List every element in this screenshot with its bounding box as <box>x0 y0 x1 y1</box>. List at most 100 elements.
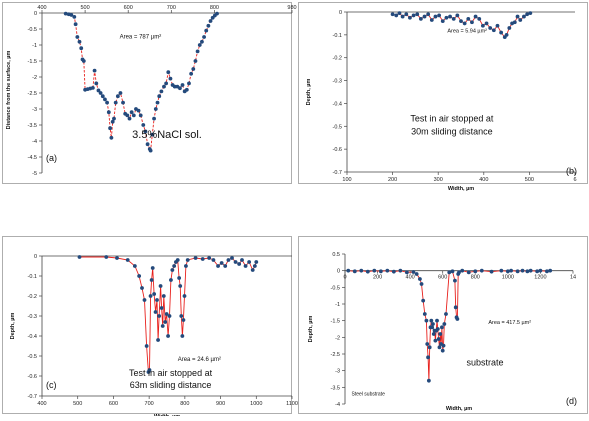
data-point <box>175 258 180 262</box>
data-point <box>440 348 445 353</box>
data-point <box>431 322 435 326</box>
x-tick-label: 6 <box>573 177 576 183</box>
data-point <box>115 94 120 99</box>
data-point <box>129 110 134 115</box>
data-point <box>411 270 416 274</box>
data-point <box>144 344 149 348</box>
data-point <box>466 16 471 21</box>
annotation-text: Area = 5.94 µm² <box>447 29 487 35</box>
annotation-text: substrate <box>467 358 504 368</box>
x-tick-label: 500 <box>525 177 534 183</box>
data-point <box>100 94 105 99</box>
data-point <box>125 258 130 262</box>
data-point <box>504 32 509 37</box>
data-point <box>473 269 478 274</box>
data-point <box>75 35 80 39</box>
data-point <box>184 87 189 92</box>
data-point <box>189 71 194 76</box>
data-point <box>166 334 170 338</box>
y-tick-label: -1 <box>32 43 37 49</box>
data-point <box>359 268 364 273</box>
data-point <box>237 262 242 266</box>
y-tick-label: -0.6 <box>333 147 342 153</box>
data-point <box>193 256 198 260</box>
data-point <box>79 46 84 51</box>
data-point <box>548 268 553 273</box>
y-tick-label: -0.3 <box>28 314 37 320</box>
data-point <box>507 26 512 30</box>
data-point <box>460 268 465 273</box>
data-point <box>240 258 244 262</box>
y-tick-label: -0.2 <box>333 56 342 62</box>
y-tick-label: -1.5 <box>28 59 37 65</box>
data-point <box>206 23 211 28</box>
y-tick-label: -2 <box>32 75 37 81</box>
data-point <box>164 81 169 86</box>
panel-frame <box>298 236 588 414</box>
y-tick-label: -0.4 <box>333 101 342 107</box>
data-point <box>411 13 416 18</box>
data-point <box>448 14 452 19</box>
y-tick-label: -1.5 <box>331 319 340 325</box>
data-point <box>230 256 234 260</box>
data-point <box>127 116 132 121</box>
data-point <box>528 268 533 273</box>
data-point <box>426 355 430 360</box>
data-point <box>193 59 198 63</box>
x-tick-label: 700 <box>145 401 154 407</box>
data-point <box>137 274 142 278</box>
data-point <box>125 113 130 118</box>
data-point <box>187 81 191 86</box>
data-point <box>520 268 525 273</box>
data-point <box>77 39 82 44</box>
data-point <box>153 310 158 314</box>
data-point <box>103 97 107 102</box>
x-tick-label: 200 <box>373 275 382 281</box>
data-point <box>157 314 162 318</box>
panel-label: (c) <box>46 380 57 390</box>
y-tick-label: -0.7 <box>28 394 37 400</box>
data-point <box>152 292 157 296</box>
data-point <box>470 20 474 25</box>
data-point <box>200 39 204 44</box>
x-tick-label: 500 <box>73 401 82 407</box>
data-point <box>104 255 109 259</box>
data-point <box>219 261 224 265</box>
x-tick-label: 800 <box>471 275 480 281</box>
data-point <box>433 338 438 343</box>
data-point <box>398 268 403 273</box>
x-tick-label: 100 <box>342 177 351 183</box>
data-point <box>453 278 457 283</box>
data-point <box>525 12 530 17</box>
x-tick-label: 1200 <box>534 275 546 281</box>
data-point <box>418 16 423 21</box>
data-point <box>444 15 449 20</box>
data-point <box>157 94 162 99</box>
y-tick-label: -0.6 <box>28 374 37 380</box>
data-point <box>436 337 441 341</box>
data-point <box>92 68 97 73</box>
chart-panel-a: 0 -0.5 -1 -1.5 -2 -2.5 -3 -3.5 -4 -4.5 -5 400 500 600… <box>2 2 297 184</box>
data-point <box>223 264 228 268</box>
data-point <box>200 257 205 261</box>
data-point <box>191 67 196 71</box>
annotation-text: Test in air stopped at <box>410 114 494 124</box>
data-point <box>204 28 209 33</box>
x-tick-label: 400 <box>37 5 46 11</box>
x-tick-label: 700 <box>167 5 176 11</box>
data-point <box>179 314 184 318</box>
y-tick-label: -4.5 <box>28 155 37 161</box>
data-point <box>365 269 370 274</box>
data-point <box>81 59 86 63</box>
data-point <box>161 294 166 298</box>
data-point <box>156 338 160 342</box>
y-axis-title: Depth, µm <box>306 79 312 106</box>
x-tick-label: 600 <box>438 275 447 281</box>
data-point <box>184 264 188 268</box>
data-point <box>149 278 154 282</box>
data-point <box>147 368 152 372</box>
annotation-text: Area = 417.5 µm² <box>488 320 531 326</box>
data-point <box>426 12 431 17</box>
